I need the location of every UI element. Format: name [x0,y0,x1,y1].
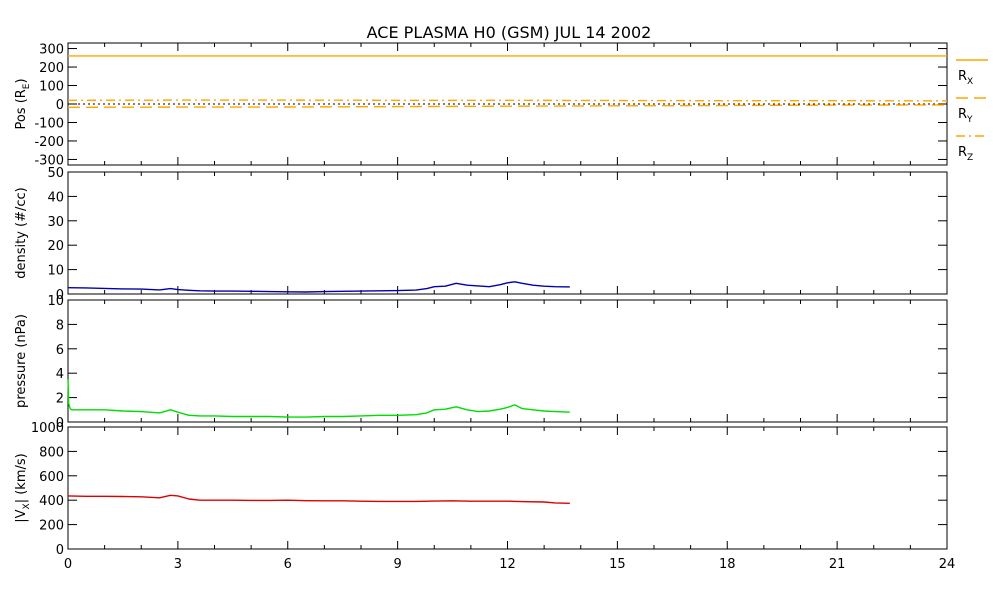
series-line [67,104,948,109]
x-tick-label: 18 [719,557,736,572]
y-tick-label: 400 [39,494,64,509]
y-axis-title: Pos (RE) [14,78,32,129]
x-tick-label: 6 [284,557,292,572]
x-tick-label: 15 [609,557,626,572]
y-tick-label: -200 [34,135,64,150]
y-tick-label: 0 [56,98,64,113]
y-tick-label: 8 [56,318,64,333]
y-tick-label: -300 [34,153,64,168]
y-tick-label: 30 [47,215,64,230]
x-tick-label: 12 [499,557,516,572]
x-tick-label: 3 [174,557,182,572]
y-tick-label: 10 [47,294,64,309]
series-line [67,379,570,418]
x-tick-label: 21 [829,557,846,572]
series-line [67,99,948,102]
y-axis-title: density (#/cc) [14,187,29,279]
panel-frame [67,299,948,423]
panel-frame [67,426,948,550]
y-tick-label: 200 [39,61,64,76]
y-tick-label: 4 [56,367,64,382]
y-tick-label: 2 [56,392,64,407]
y-tick-label: 0 [56,416,64,431]
y-tick-label: 10 [47,264,64,279]
y-tick-label: 200 [39,519,64,534]
series-line [67,494,570,504]
y-tick-label: 50 [47,166,64,181]
x-tick-label: 24 [939,557,956,572]
series-line [67,281,570,293]
chart-title: ACE PLASMA H0 (GSM) JUL 14 2002 [367,23,652,42]
y-tick-label: 600 [39,470,64,485]
y-tick-label: -100 [34,116,64,131]
y-tick-label: 1000 [31,421,64,436]
panel-frame [67,171,948,295]
legend-label: RX [958,69,973,87]
legend-label: RZ [958,145,973,163]
y-tick-label: 100 [39,80,64,95]
x-tick-label: 9 [393,557,401,572]
y-tick-label: 0 [56,543,64,558]
y-axis-title: |VX| (km/s) [14,453,32,522]
y-tick-label: 0 [56,288,64,303]
y-axis-title: pressure (nPa) [14,314,29,408]
x-tick-label: 0 [64,557,72,572]
y-tick-label: 800 [39,445,64,460]
y-tick-label: 6 [56,343,64,358]
y-tick-label: 40 [47,190,64,205]
legend-label: RY [958,107,973,125]
y-tick-label: 20 [47,239,64,254]
y-tick-label: 300 [39,43,64,58]
